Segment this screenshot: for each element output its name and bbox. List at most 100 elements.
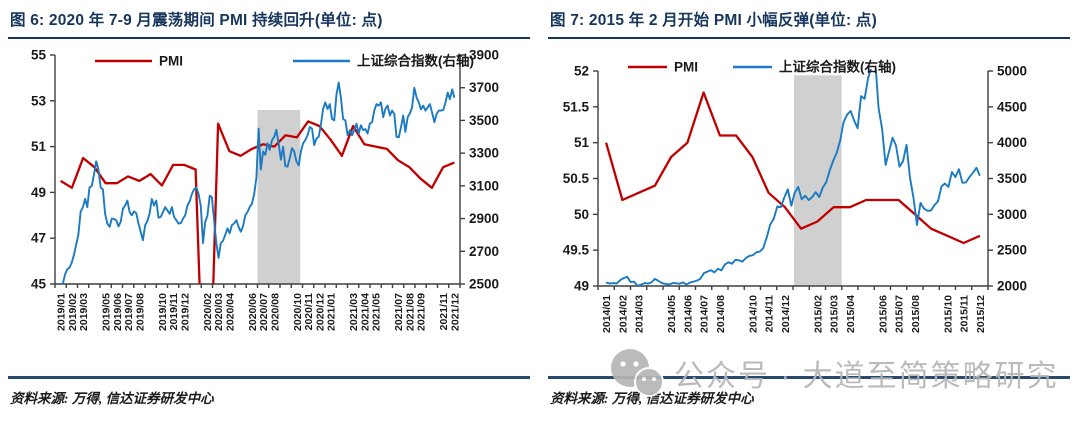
- svg-text:3300: 3300: [469, 146, 499, 161]
- svg-text:2019/10: 2019/10: [157, 293, 169, 331]
- y-left-tick-labels: 49 49.5 50 50.5 51 51.5 52: [563, 64, 590, 294]
- svg-text:2015/11: 2015/11: [959, 295, 971, 333]
- y-left-tick-labels: 45 47 49 51 53 55: [31, 48, 47, 292]
- svg-text:2021/05: 2021/05: [371, 293, 383, 331]
- svg-text:2015/12: 2015/12: [975, 295, 987, 333]
- svg-text:PMI: PMI: [674, 60, 698, 75]
- svg-text:2021/12: 2021/12: [449, 293, 461, 331]
- svg-text:2021/11: 2021/11: [438, 293, 450, 331]
- series-lines: [604, 69, 981, 286]
- figure7-bottom-rule: [548, 376, 1070, 379]
- figure7-title-rule: [548, 37, 1070, 39]
- svg-text:2014/01: 2014/01: [601, 295, 613, 333]
- legend: PMI 上证综合指数(右轴): [628, 59, 896, 75]
- index-line: [605, 69, 981, 286]
- svg-text:2020/04: 2020/04: [224, 293, 236, 331]
- svg-text:3000: 3000: [997, 207, 1027, 222]
- figure7-chart: 49 49.5 50 50.5 51 51.5 52 2000 2500 3000 3500 4000…: [563, 59, 1027, 333]
- svg-text:55: 55: [31, 48, 47, 63]
- figure6-source: 资料来源: 万得, 信达证券研发中心: [10, 390, 214, 406]
- figure6-chart: 45 47 49 51 53 55 2500 2700 2900 3100 3300 3500 3700…: [31, 48, 499, 331]
- svg-text:2019/12: 2019/12: [179, 293, 191, 331]
- x-tick-labels: 2019/01 2019/02 2019/03 2019/05 2019/06 2019/…: [56, 293, 462, 331]
- svg-text:50: 50: [574, 207, 589, 222]
- svg-text:2021/01: 2021/01: [326, 293, 338, 331]
- svg-text:2020/10: 2020/10: [292, 293, 304, 331]
- svg-text:2014/03: 2014/03: [634, 295, 646, 333]
- svg-text:2015/10: 2015/10: [942, 295, 954, 333]
- svg-text:2020/12: 2020/12: [314, 293, 326, 331]
- svg-text:2020/03: 2020/03: [213, 293, 225, 331]
- y-right-tick-labels: 2000 2500 3000 3500 4000 4500 5000: [997, 64, 1027, 294]
- svg-text:2019/01: 2019/01: [56, 293, 68, 331]
- svg-text:3900: 3900: [469, 48, 499, 63]
- svg-text:3500: 3500: [997, 171, 1027, 186]
- svg-text:2019/11: 2019/11: [168, 293, 180, 331]
- svg-text:52: 52: [574, 64, 589, 79]
- svg-text:2020/06: 2020/06: [247, 293, 259, 331]
- figure6-panel: 图 6: 2020 年 7-9 月震荡期间 PMI 持续回升(单位: 点) 45…: [8, 6, 530, 426]
- svg-text:53: 53: [31, 93, 47, 108]
- svg-text:2020/07: 2020/07: [258, 293, 270, 331]
- series-lines: [60, 81, 456, 284]
- figure7-source: 资料来源: 万得, 信达证券研发中心: [550, 390, 754, 406]
- svg-text:2021/03: 2021/03: [348, 293, 360, 331]
- svg-text:3500: 3500: [469, 113, 499, 128]
- svg-text:47: 47: [31, 231, 46, 246]
- pmi-line: [604, 91, 981, 245]
- svg-text:2020/02: 2020/02: [202, 293, 214, 331]
- axes: [593, 70, 993, 290]
- figure6-title-rule: [8, 37, 530, 39]
- svg-text:2014/07: 2014/07: [699, 295, 711, 333]
- svg-text:2014/08: 2014/08: [715, 295, 727, 333]
- svg-text:2015/08: 2015/08: [910, 295, 922, 333]
- figure6-title: 图 6: 2020 年 7-9 月震荡期间 PMI 持续回升(单位: 点): [10, 12, 383, 29]
- svg-text:2014/06: 2014/06: [682, 295, 694, 333]
- svg-text:2015/06: 2015/06: [877, 295, 889, 333]
- svg-text:2014/05: 2014/05: [666, 295, 678, 333]
- svg-text:51: 51: [574, 135, 590, 150]
- axes: [50, 54, 465, 288]
- svg-text:2021/04: 2021/04: [359, 293, 371, 331]
- y-right-tick-labels: 2500 2700 2900 3100 3300 3500 3700 3900: [469, 48, 499, 292]
- svg-text:2015/02: 2015/02: [812, 295, 824, 333]
- index-line: [61, 81, 456, 284]
- svg-text:3100: 3100: [469, 178, 499, 193]
- highlight-band: [257, 109, 301, 285]
- svg-text:2015/07: 2015/07: [894, 295, 906, 333]
- svg-text:2500: 2500: [997, 243, 1027, 258]
- svg-text:2019/05: 2019/05: [101, 293, 113, 331]
- svg-text:2019/07: 2019/07: [123, 293, 135, 331]
- svg-text:2019/08: 2019/08: [134, 293, 146, 331]
- svg-text:2014/02: 2014/02: [617, 295, 629, 333]
- svg-text:2014/12: 2014/12: [780, 295, 792, 333]
- svg-text:2019/06: 2019/06: [112, 293, 124, 331]
- svg-text:51: 51: [31, 139, 47, 154]
- svg-text:3700: 3700: [469, 80, 499, 95]
- svg-text:上证综合指数(右轴): 上证综合指数(右轴): [357, 53, 474, 69]
- figure6-bottom-rule: [8, 376, 530, 379]
- svg-text:2021/09: 2021/09: [416, 293, 428, 331]
- svg-text:PMI: PMI: [159, 54, 183, 69]
- svg-text:51.5: 51.5: [563, 99, 590, 114]
- figure7-panel: 图 7: 2015 年 2 月开始 PMI 小幅反弹(单位: 点) 49 49.5…: [548, 6, 1070, 426]
- svg-text:2014/11: 2014/11: [764, 295, 776, 333]
- svg-text:2021/07: 2021/07: [393, 293, 405, 331]
- highlight-band: [793, 75, 842, 286]
- svg-text:2019/03: 2019/03: [78, 293, 90, 331]
- svg-text:4000: 4000: [997, 135, 1027, 150]
- svg-text:49: 49: [574, 279, 589, 294]
- svg-text:2015/03: 2015/03: [829, 295, 841, 333]
- svg-text:2015/04: 2015/04: [845, 295, 857, 333]
- svg-text:2014/10: 2014/10: [747, 295, 759, 333]
- svg-text:2021/08: 2021/08: [404, 293, 416, 331]
- svg-text:49: 49: [31, 185, 46, 200]
- figure7-title: 图 7: 2015 年 2 月开始 PMI 小幅反弹(单位: 点): [550, 12, 877, 29]
- svg-text:2700: 2700: [469, 244, 499, 259]
- svg-text:2019/02: 2019/02: [67, 293, 79, 331]
- svg-text:2900: 2900: [469, 211, 499, 226]
- svg-text:2020/08: 2020/08: [269, 293, 281, 331]
- legend: PMI 上证综合指数(右轴): [95, 53, 474, 69]
- svg-text:上证综合指数(右轴): 上证综合指数(右轴): [779, 59, 896, 75]
